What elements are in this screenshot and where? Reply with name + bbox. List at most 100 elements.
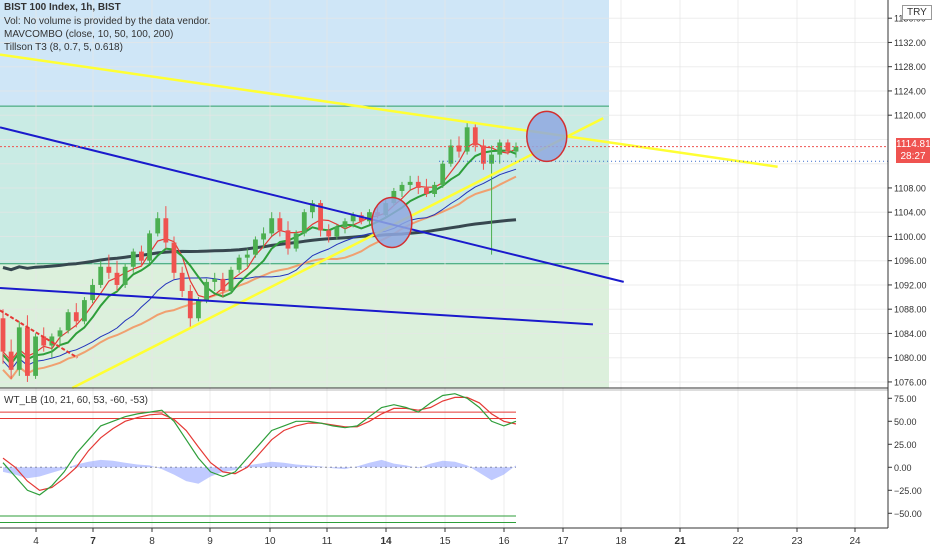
candle-body	[472, 127, 478, 146]
candle-body	[489, 154, 494, 164]
candle-body	[187, 291, 193, 319]
volume-note: Vol: No volume is provided by the data v…	[4, 16, 211, 27]
yellow-resistance-trendline	[0, 53, 778, 168]
candle-body	[139, 251, 144, 261]
candle-body	[261, 233, 266, 240]
osc-histogram	[3, 459, 516, 484]
time-tick-label: 11	[322, 536, 333, 547]
highlight-circle-2	[526, 110, 568, 163]
symbol-label: BIST 100 Index, 1h, BIST	[4, 2, 121, 13]
wt1-line	[2, 393, 517, 496]
candle-body	[285, 230, 291, 249]
candle-body	[228, 269, 234, 291]
price-tick-label: 1128.00	[894, 62, 926, 72]
candle-body	[326, 230, 332, 237]
mav-label: MAVCOMBO (close, 10, 50, 100, 200)	[4, 29, 174, 40]
candle-body	[204, 281, 209, 301]
osc-tick-label: −25.00	[894, 486, 922, 496]
blue-upper-trendline	[0, 126, 624, 283]
candle-body	[310, 203, 315, 213]
price-tick-label: 1088.00	[894, 305, 927, 315]
price-tick-label: 1096.00	[894, 256, 927, 266]
candle-body	[448, 145, 454, 164]
ma-200-line	[2, 218, 517, 272]
osc-tick-label: 25.00	[894, 440, 917, 450]
candle-body	[196, 300, 201, 319]
zone-middle	[0, 106, 609, 264]
time-tick-label: 9	[207, 536, 213, 547]
highlight-circle-1	[371, 196, 413, 249]
time-tick-label: 23	[791, 536, 803, 547]
ma-50-line	[2, 168, 517, 371]
time-tick-label: 21	[674, 536, 686, 547]
price-tick-label: 1092.00	[894, 280, 927, 290]
candle-body	[440, 163, 446, 185]
price-tick-label: 1076.00	[894, 377, 927, 387]
candle-body	[269, 218, 275, 234]
candle-body	[334, 227, 340, 237]
time-tick-label: 10	[264, 536, 276, 547]
candle-body	[163, 218, 169, 243]
candle-body	[505, 142, 511, 152]
candle-body	[236, 257, 242, 270]
oscillator-pane	[0, 389, 888, 523]
currency-badge[interactable]: TRY	[902, 5, 932, 20]
time-tick-label: 15	[439, 536, 451, 547]
price-tick-label: 1120.00	[894, 111, 926, 121]
time-tick-label: 18	[615, 536, 627, 547]
price-tick-label: 1084.00	[894, 329, 927, 339]
price-tick-label: 1080.00	[894, 353, 927, 363]
candle-body	[106, 266, 112, 273]
time-tick-label: 16	[498, 536, 510, 547]
candle-body	[122, 266, 128, 285]
osc-tick-label: −50.00	[894, 509, 922, 519]
time-tick-label: 7	[90, 536, 96, 547]
candle-body	[82, 300, 87, 322]
highlight-circles	[371, 110, 568, 249]
osc-tick-label: 50.00	[894, 417, 917, 427]
candle-body	[464, 127, 470, 152]
red-dashed-line	[0, 309, 78, 359]
time-tick-label: 8	[149, 536, 155, 547]
candle-body	[513, 146, 519, 152]
candle-body	[114, 272, 120, 285]
blue-lower-trendline	[0, 286, 594, 326]
price-tick-label: 1132.00	[894, 38, 926, 48]
candle-body	[212, 278, 218, 282]
candle-body	[57, 330, 63, 337]
candle-body	[41, 336, 47, 346]
candle-body	[424, 187, 429, 194]
candle-body	[220, 278, 226, 291]
trend-lines	[0, 53, 888, 390]
time-tick-label: 4	[33, 536, 39, 547]
wt2-line	[2, 396, 517, 491]
candle-body	[8, 351, 14, 370]
background-zones	[0, 0, 609, 388]
candle-body	[277, 218, 283, 231]
candle-body	[98, 266, 104, 285]
candle-body	[171, 242, 177, 273]
candle-body	[350, 215, 356, 222]
time-tick-label: 24	[849, 536, 861, 547]
candle-body	[25, 327, 30, 376]
time-tick-label: 14	[380, 536, 392, 547]
candle-body	[130, 251, 136, 267]
moving-average-lines	[2, 141, 517, 380]
candles	[0, 121, 519, 382]
price-tick-label: 1108.00	[894, 183, 926, 193]
candle-body	[407, 181, 413, 185]
candle-body	[399, 184, 405, 191]
candle-body	[415, 181, 421, 188]
ma-10-line	[2, 141, 517, 362]
oscillator-label: WT_LB (10, 21, 60, 53, -60, -53)	[4, 395, 148, 406]
tillson-label: Tillson T3 (8, 0.7, 5, 0.618)	[4, 42, 123, 53]
candle-body	[147, 233, 152, 261]
tillson-t3-line	[2, 149, 517, 365]
candle-body	[16, 327, 22, 370]
zone-upper	[0, 0, 609, 107]
candle-body	[179, 272, 185, 291]
candle-body	[0, 318, 6, 352]
candle-body	[65, 312, 71, 331]
